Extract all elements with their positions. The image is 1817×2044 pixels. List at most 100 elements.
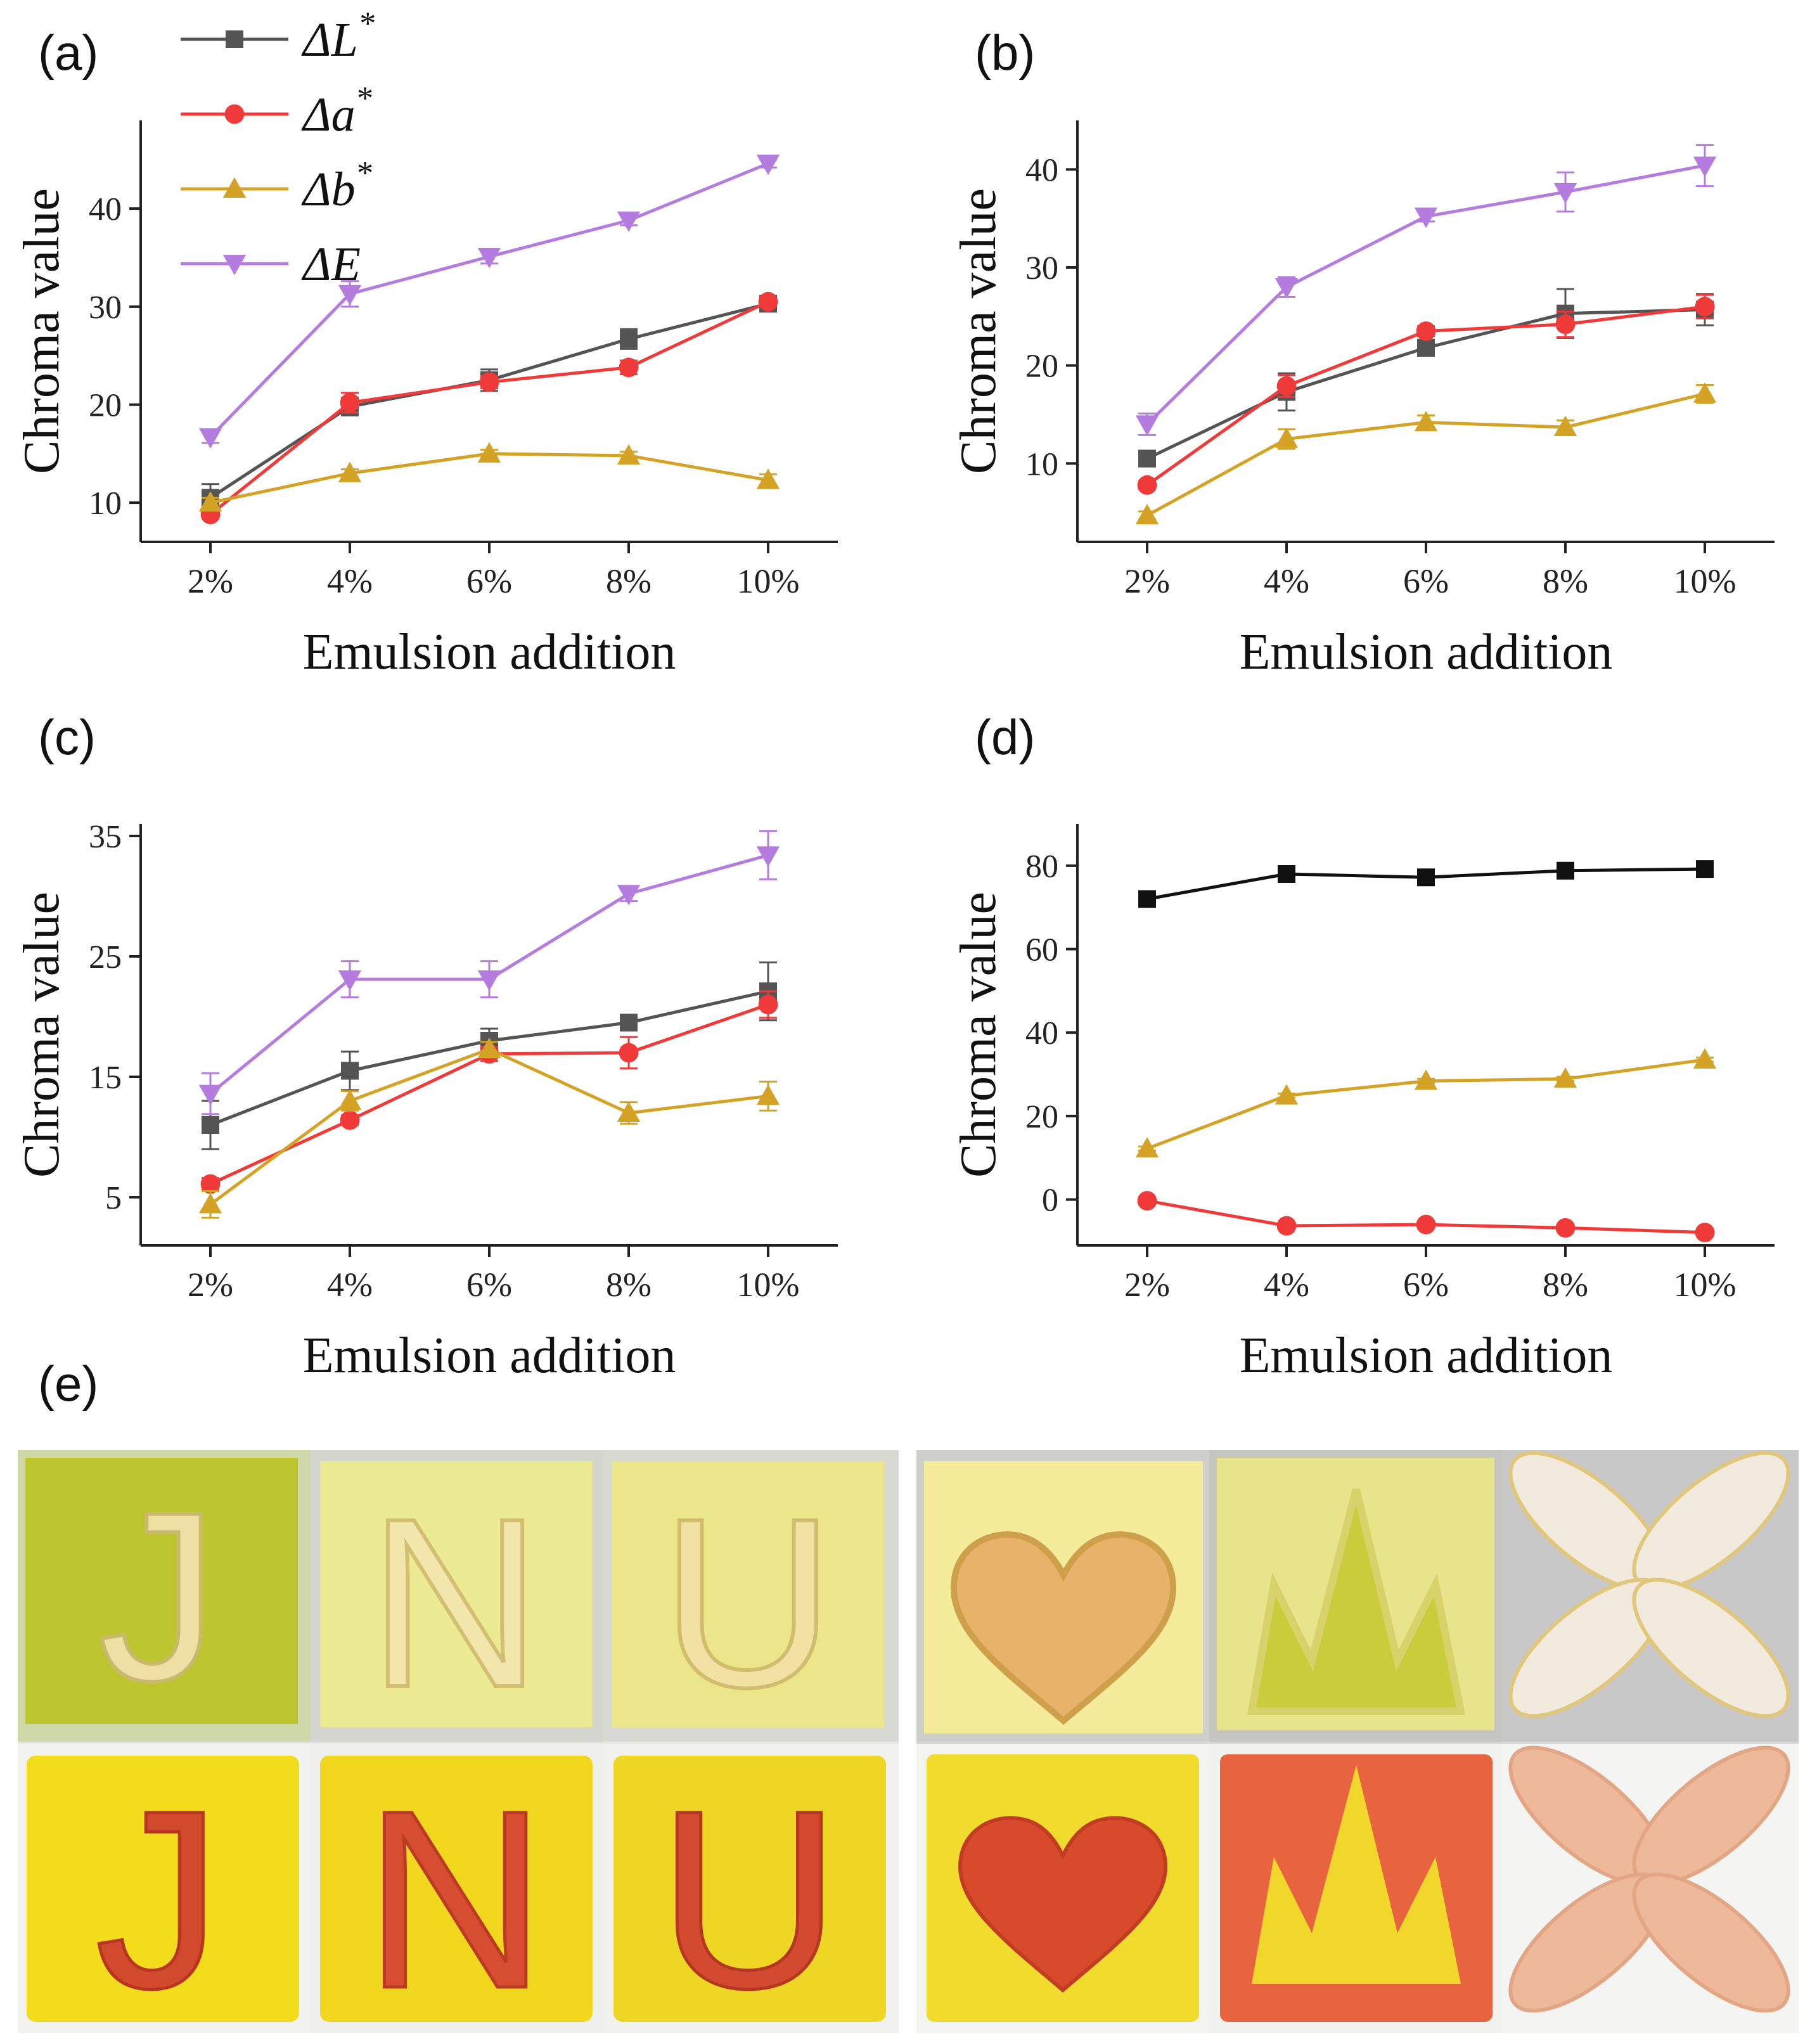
x-tick-label: 10% xyxy=(1674,1266,1737,1304)
y-axis-label: Chroma value xyxy=(951,188,1006,474)
y-axis-label: Chroma value xyxy=(951,892,1006,1178)
y-tick-label: 60 xyxy=(1025,932,1058,968)
data-point xyxy=(1274,427,1299,448)
y-tick-label: 20 xyxy=(89,387,122,423)
series-db xyxy=(198,1038,780,1219)
legend-marker xyxy=(226,30,243,48)
legend-label-sup: * xyxy=(356,80,372,117)
panel-label: (d) xyxy=(975,709,1035,765)
data-point xyxy=(1276,376,1297,396)
y-tick-label: 40 xyxy=(1025,152,1058,188)
x-tick-label: 6% xyxy=(1403,562,1449,600)
legend-label: ΔE xyxy=(301,238,361,291)
data-point xyxy=(617,1101,641,1122)
x-tick-label: 2% xyxy=(188,562,233,600)
x-tick-label: 4% xyxy=(1264,1266,1309,1304)
series-line xyxy=(209,162,769,439)
data-point xyxy=(1416,1214,1436,1235)
data-point xyxy=(1416,321,1436,341)
series-dL xyxy=(202,295,777,513)
data-point xyxy=(198,1193,222,1214)
x-tick-label: 2% xyxy=(1124,562,1170,600)
data-point xyxy=(338,970,362,991)
y-tick-label: 30 xyxy=(89,290,122,326)
data-point xyxy=(341,1062,359,1080)
x-tick-label: 8% xyxy=(606,562,652,600)
data-point xyxy=(202,1116,219,1134)
x-tick-label: 10% xyxy=(737,562,800,600)
y-tick-label: 25 xyxy=(89,939,122,975)
y-tick-label: 40 xyxy=(1025,1015,1058,1051)
chart-b: (b) 10 20 30 40 2% 4% 6% 8% 10% Emulsion addition C… xyxy=(951,25,1775,680)
data-point xyxy=(1135,415,1159,436)
x-axis-label: Emulsion addition xyxy=(1240,624,1613,680)
data-point xyxy=(758,994,778,1015)
legend-label-sup: * xyxy=(356,155,372,191)
data-point xyxy=(620,330,638,348)
panel-label: (c) xyxy=(38,709,96,765)
series-dL_panel_d xyxy=(1138,860,1714,908)
data-point xyxy=(1137,475,1157,495)
data-point xyxy=(1553,415,1577,437)
data-point xyxy=(338,285,362,305)
chart-a: (a) 10 20 30 40 2% 4% 6% 8% 10% Emulsion addition C… xyxy=(14,25,838,680)
data-point xyxy=(756,468,780,489)
photo-letter-n-raw: N xyxy=(368,1468,542,1737)
series-da xyxy=(200,292,778,525)
series-db xyxy=(1135,1048,1717,1158)
data-point xyxy=(1276,1216,1297,1236)
y-tick-label: 20 xyxy=(1025,1099,1058,1135)
photo-shapes-row-top xyxy=(916,1450,1799,1742)
legend-label: ΔL* xyxy=(301,6,375,67)
photo-crown-raw xyxy=(1247,1488,1466,1715)
data-point xyxy=(1693,157,1717,177)
series-line xyxy=(209,302,769,499)
data-point xyxy=(1135,504,1159,525)
data-point xyxy=(340,1110,360,1130)
data-point xyxy=(1417,868,1435,887)
data-point xyxy=(1417,338,1435,357)
photo-jnu-row-top: J N U xyxy=(18,1450,899,1742)
data-point xyxy=(477,970,501,991)
photo-petals-raw xyxy=(1508,1451,1790,1718)
x-tick-label: 2% xyxy=(188,1266,233,1304)
data-point xyxy=(1696,860,1714,878)
series-line xyxy=(1146,164,1705,426)
data-point xyxy=(1695,297,1715,317)
legend: ΔL* Δa* Δb* ΔE xyxy=(181,6,375,291)
series-da xyxy=(200,990,778,1194)
charts-layer: (a) 10 20 30 40 2% 4% 6% 8% 10% Emulsion addition C… xyxy=(14,6,1775,1384)
data-point xyxy=(477,442,501,463)
y-tick-label: 15 xyxy=(89,1060,122,1096)
data-point xyxy=(1274,1084,1299,1105)
data-point xyxy=(338,461,362,482)
data-point xyxy=(756,155,780,176)
data-point xyxy=(1138,449,1156,468)
legend-marker xyxy=(222,255,247,276)
data-point xyxy=(1278,865,1295,884)
y-axis-label: Chroma value xyxy=(14,188,70,474)
data-point xyxy=(1693,1048,1717,1069)
photo-letter-u-cooked: U xyxy=(658,1758,841,2041)
photo-heart-cooked xyxy=(958,1816,1168,1993)
x-tick-label: 4% xyxy=(1264,562,1309,600)
x-tick-label: 8% xyxy=(1543,1266,1588,1304)
chart-d: (d) 0 20 40 60 80 2% 4% 6% 8% 10% Emulsion addition… xyxy=(951,709,1775,1384)
x-tick-label: 8% xyxy=(1543,562,1588,600)
series-dE xyxy=(198,830,780,1115)
data-point xyxy=(200,1174,221,1194)
data-point xyxy=(1553,1067,1577,1088)
data-point xyxy=(1557,861,1574,880)
photo-jnu-row-bottom: J N U xyxy=(18,1744,899,2043)
data-point xyxy=(617,211,641,232)
data-point xyxy=(1414,411,1438,432)
data-point xyxy=(617,885,641,906)
data-point xyxy=(477,247,501,269)
series-da xyxy=(1137,293,1715,495)
x-tick-label: 6% xyxy=(466,1266,512,1304)
photo-letter-j-raw: J xyxy=(98,1462,219,1731)
data-point xyxy=(756,1084,780,1105)
legend-label: Δa* xyxy=(301,80,372,141)
data-point xyxy=(758,292,778,312)
